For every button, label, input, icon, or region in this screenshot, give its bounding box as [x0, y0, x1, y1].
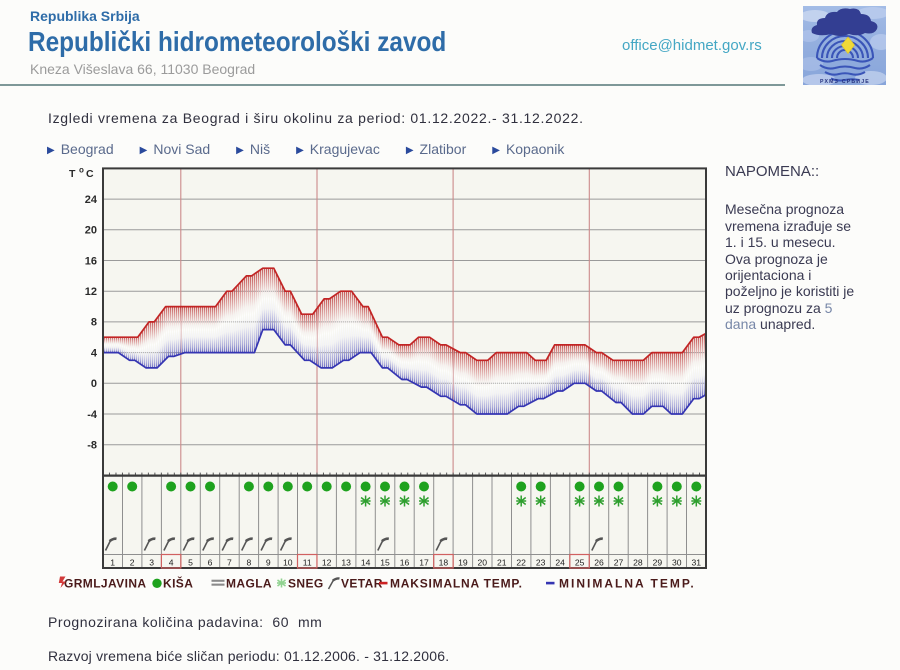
svg-text:24: 24	[555, 557, 565, 567]
svg-text:4: 4	[91, 347, 98, 359]
svg-text:21: 21	[497, 557, 507, 567]
svg-text:VETAR: VETAR	[341, 577, 383, 591]
svg-text:9: 9	[266, 557, 271, 567]
svg-text:1: 1	[110, 557, 115, 567]
svg-text:23: 23	[536, 557, 546, 567]
svg-text:13: 13	[341, 557, 351, 567]
svg-text:KIŠA: KIŠA	[163, 576, 193, 591]
svg-text:19: 19	[458, 557, 468, 567]
svg-text:15: 15	[380, 557, 390, 567]
svg-text:C: C	[86, 168, 94, 180]
svg-text:12: 12	[322, 557, 332, 567]
svg-text:4: 4	[169, 557, 174, 567]
svg-text:29: 29	[653, 557, 663, 567]
svg-text:16: 16	[400, 557, 410, 567]
svg-text:MAGLA: MAGLA	[226, 577, 272, 591]
svg-text:7: 7	[227, 557, 232, 567]
svg-text:o: o	[79, 166, 84, 175]
svg-text:27: 27	[614, 557, 624, 567]
svg-text:8: 8	[91, 317, 97, 329]
svg-text:20: 20	[85, 225, 97, 237]
svg-text:17: 17	[419, 557, 429, 567]
svg-text:12: 12	[85, 286, 97, 298]
svg-text:20: 20	[478, 557, 488, 567]
svg-text:18: 18	[439, 557, 449, 567]
svg-text:24: 24	[85, 194, 98, 206]
svg-text:22: 22	[516, 557, 526, 567]
svg-text:25: 25	[575, 557, 585, 567]
svg-text:6: 6	[208, 557, 213, 567]
svg-text:0: 0	[91, 378, 97, 390]
svg-text:31: 31	[692, 557, 702, 567]
svg-text:2: 2	[130, 557, 135, 567]
svg-text:MINIMALNA TEMP.: MINIMALNA TEMP.	[559, 577, 696, 591]
svg-text:14: 14	[361, 557, 371, 567]
svg-text:30: 30	[672, 557, 682, 567]
svg-text:-4: -4	[87, 409, 98, 421]
svg-text:РХМЗ СРБИЈЕ: РХМЗ СРБИЈЕ	[820, 79, 870, 85]
svg-text:3: 3	[149, 557, 154, 567]
svg-text:5: 5	[188, 557, 193, 567]
svg-text:MAKSIMALNA TEMP.: MAKSIMALNA TEMP.	[390, 577, 523, 591]
svg-text:SNEG: SNEG	[288, 577, 324, 591]
svg-text:GRMLJAVINA: GRMLJAVINA	[64, 577, 146, 591]
svg-text:16: 16	[85, 255, 97, 267]
svg-text:11: 11	[303, 557, 312, 567]
svg-text:T: T	[69, 168, 76, 180]
svg-text:8: 8	[247, 557, 252, 567]
svg-text:28: 28	[633, 557, 643, 567]
svg-text:26: 26	[594, 557, 604, 567]
svg-text:-8: -8	[87, 440, 97, 452]
svg-text:10: 10	[283, 557, 293, 567]
